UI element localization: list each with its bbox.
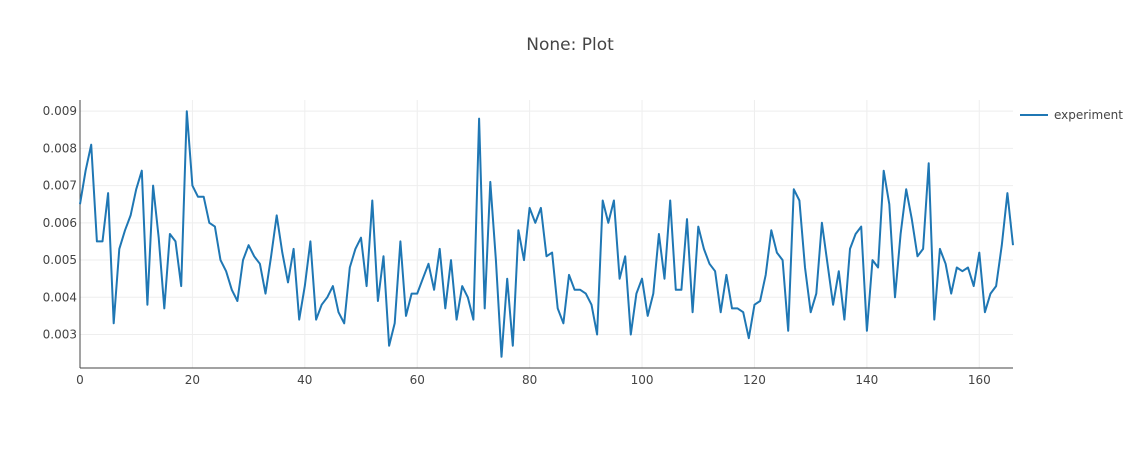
x-tick-label: 0 [76,373,84,387]
x-tick-label: 100 [631,373,654,387]
legend-label: experiment [1054,108,1123,122]
y-tick-label: 0.004 [43,290,77,304]
x-tick-label: 40 [297,373,312,387]
x-tick-label: 140 [855,373,878,387]
chart-title: None: Plot [526,35,614,55]
x-tick-label: 80 [522,373,537,387]
y-tick-label: 0.007 [43,179,77,193]
grid [80,100,1013,368]
y-tick-label: 0.008 [43,141,77,155]
y-tick-label: 0.005 [43,253,77,267]
series-line-experiment [79,110,1014,358]
series-layer [79,110,1014,358]
x-tick-label: 20 [185,373,200,387]
y-tick-label: 0.009 [43,104,77,118]
x-tick-label: 120 [743,373,766,387]
y-tick-label: 0.006 [43,216,77,230]
legend[interactable]: experiment [1020,108,1123,122]
x-tick-label: 60 [410,373,425,387]
axes: 0 20 40 60 80 100 120 140 160 0.003 0.004 0.005 0.00… [43,100,1013,387]
y-tick-label: 0.003 [43,328,77,342]
x-tick-label: 160 [968,373,991,387]
